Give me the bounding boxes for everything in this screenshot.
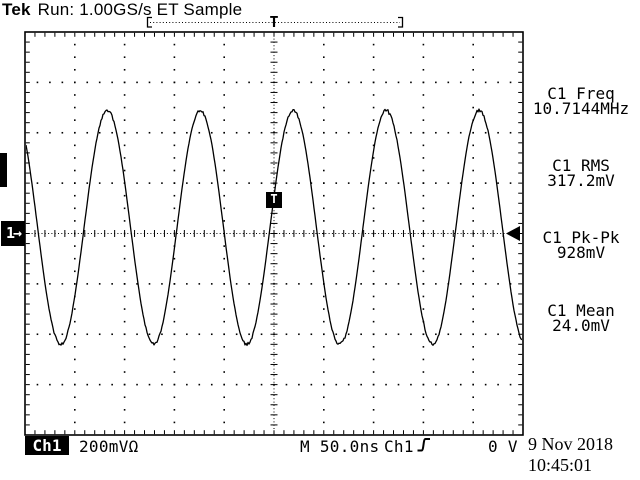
rising-edge-trigger-icon bbox=[416, 436, 432, 454]
measurement-label: C1 Mean bbox=[547, 301, 615, 320]
timebase-readout: M 50.0ns bbox=[300, 437, 380, 456]
measurement-c1-pkpk: C1 Pk-Pk 928mV bbox=[524, 228, 638, 262]
header: Tek Run: 1.00GS/s ET Sample bbox=[2, 0, 242, 20]
left-edge-marker bbox=[0, 153, 7, 187]
tek-logo: Tek bbox=[2, 0, 31, 19]
svg-text:T: T bbox=[269, 13, 278, 31]
measurement-value: 24.0mV bbox=[552, 316, 610, 335]
measurement-label: C1 Freq bbox=[547, 84, 615, 103]
measurement-c1-mean: C1 Mean 24.0mV bbox=[524, 301, 638, 335]
measurement-value: 317.2mV bbox=[547, 171, 615, 190]
measurement-c1-rms: C1 RMS 317.2mV bbox=[524, 156, 638, 190]
measurement-label: C1 Pk-Pk bbox=[542, 228, 620, 247]
datetime: 9 Nov 2018 10:45:01 bbox=[528, 434, 613, 476]
measurement-c1-freq: C1 Freq 10.7144MHz bbox=[524, 84, 638, 118]
trigger-level-readout: 0 V bbox=[488, 437, 518, 456]
trigger-point-marker: T bbox=[266, 192, 282, 208]
measurement-value: 10.7144MHz bbox=[532, 99, 630, 118]
measurement-label: C1 RMS bbox=[552, 156, 610, 175]
channel1-badge: Ch1 bbox=[25, 436, 69, 455]
vertical-scale-readout: 200mVΩ bbox=[79, 437, 139, 456]
channel1-position-marker: 1→ bbox=[1, 221, 25, 246]
date-label: 9 Nov 2018 bbox=[528, 434, 613, 454]
time-label: 10:45:01 bbox=[528, 455, 593, 475]
measurement-value: 928mV bbox=[556, 243, 606, 262]
acquisition-status: Run: 1.00GS/s ET Sample bbox=[37, 0, 243, 19]
trigger-source-readout: Ch1 bbox=[384, 437, 414, 456]
